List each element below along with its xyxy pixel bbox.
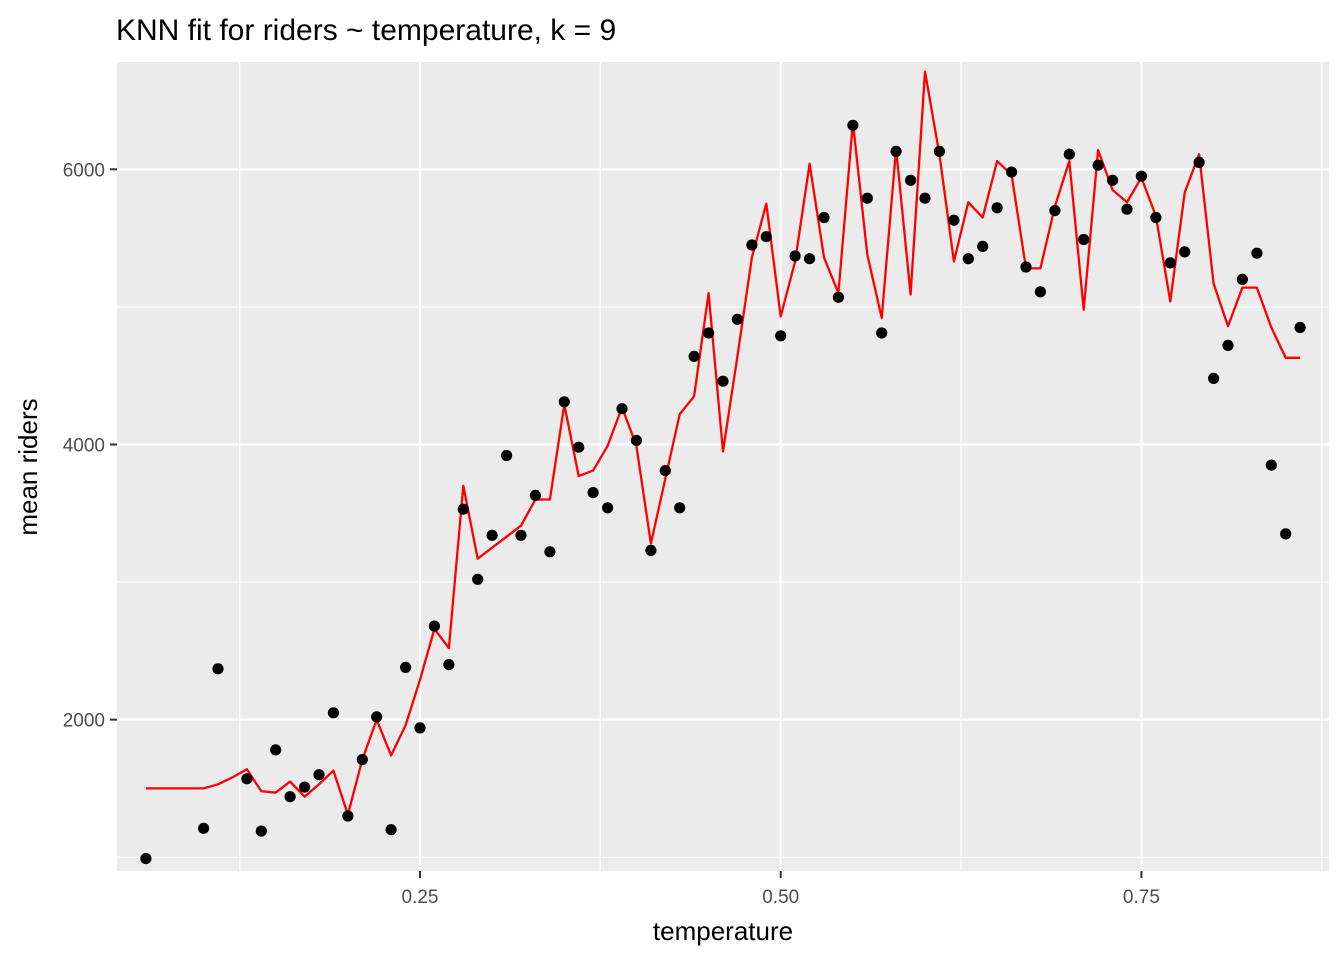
- data-point: [616, 403, 628, 415]
- data-point: [327, 707, 339, 719]
- data-point: [832, 291, 845, 303]
- data-point: [703, 327, 715, 339]
- data-point: [212, 663, 224, 675]
- data-point: [1063, 148, 1075, 160]
- y-tick-label: 6000: [63, 160, 105, 181]
- data-point: [1078, 233, 1090, 246]
- data-point: [443, 659, 455, 671]
- data-point: [977, 240, 989, 252]
- data-point: [1208, 372, 1220, 384]
- data-point: [717, 375, 729, 387]
- data-point: [241, 773, 253, 785]
- data-point: [457, 503, 469, 515]
- data-point: [1150, 211, 1162, 224]
- minor-gridlines: [117, 62, 1329, 871]
- major-gridlines: [117, 62, 1329, 871]
- data-point: [1294, 321, 1306, 334]
- data-point: [400, 661, 412, 674]
- data-point: [1006, 166, 1018, 178]
- y-tick-label: 2000: [63, 711, 105, 732]
- knn-fit-line-layer: [145, 70, 1301, 816]
- data-point: [731, 313, 744, 325]
- data-point: [342, 810, 354, 822]
- data-point: [313, 769, 325, 781]
- data-point: [299, 781, 311, 793]
- data-point: [1135, 170, 1147, 182]
- data-point: [1280, 528, 1292, 540]
- data-point: [428, 620, 440, 632]
- data-point: [515, 529, 527, 541]
- data-point: [140, 853, 152, 865]
- data-point: [847, 119, 859, 131]
- data-point: [645, 544, 657, 557]
- data-point: [1107, 174, 1119, 186]
- data-point: [630, 434, 643, 446]
- data-point: [1121, 203, 1133, 215]
- data-point: [659, 465, 671, 477]
- data-point: [198, 822, 210, 834]
- data-point: [1193, 156, 1205, 168]
- data-point: [529, 489, 542, 501]
- data-point: [414, 722, 426, 734]
- data-point: [501, 449, 513, 462]
- data-point: [948, 214, 960, 226]
- data-point: [486, 529, 498, 541]
- data-point: [1164, 257, 1176, 269]
- data-point: [356, 754, 368, 766]
- data-point: [1034, 286, 1046, 298]
- plot-panel: [117, 62, 1329, 871]
- data-point: [804, 253, 816, 265]
- data-point: [818, 211, 830, 224]
- data-point: [255, 825, 267, 837]
- x-tick-label: 0.75: [1123, 887, 1160, 908]
- data-point: [371, 711, 383, 723]
- x-tick-label: 0.50: [762, 887, 799, 908]
- axis-ticks: [110, 168, 1143, 878]
- data-point: [1020, 261, 1032, 273]
- data-point: [1049, 205, 1061, 217]
- data-point: [1236, 273, 1248, 285]
- data-point: [861, 192, 873, 204]
- x-tick-label: 0.25: [402, 887, 439, 908]
- y-axis-title: mean riders: [13, 398, 43, 535]
- data-point: [602, 502, 614, 514]
- data-point: [688, 350, 700, 362]
- knn-fit-line: [145, 70, 1301, 816]
- data-point: [890, 145, 902, 157]
- data-point: [544, 546, 556, 558]
- data-point: [1265, 459, 1277, 471]
- data-point: [789, 250, 801, 262]
- data-points-layer: [140, 119, 1306, 865]
- chart-title: KNN fit for riders ~ temperature, k = 9: [116, 14, 616, 47]
- data-point: [385, 824, 397, 836]
- data-point: [587, 487, 599, 499]
- y-tick-label: 4000: [63, 435, 105, 456]
- data-point: [558, 396, 570, 408]
- data-point: [991, 202, 1003, 214]
- tick-labels: 0.25 0.50 0.75 2000 4000 6000: [63, 160, 1160, 908]
- data-point: [674, 502, 686, 514]
- data-point: [472, 573, 484, 585]
- data-point: [876, 327, 888, 339]
- data-point: [746, 239, 758, 251]
- data-point: [933, 145, 946, 157]
- data-point: [962, 253, 974, 265]
- data-point: [919, 192, 931, 204]
- data-point: [270, 744, 282, 756]
- data-point: [573, 441, 585, 453]
- x-axis-title: temperature: [653, 916, 793, 946]
- data-point: [1179, 246, 1191, 258]
- data-point: [284, 791, 296, 803]
- data-point: [760, 231, 772, 243]
- data-point: [1222, 339, 1234, 351]
- data-point: [1251, 247, 1263, 259]
- data-point: [775, 330, 787, 342]
- data-point: [905, 174, 917, 186]
- data-point: [1092, 159, 1104, 171]
